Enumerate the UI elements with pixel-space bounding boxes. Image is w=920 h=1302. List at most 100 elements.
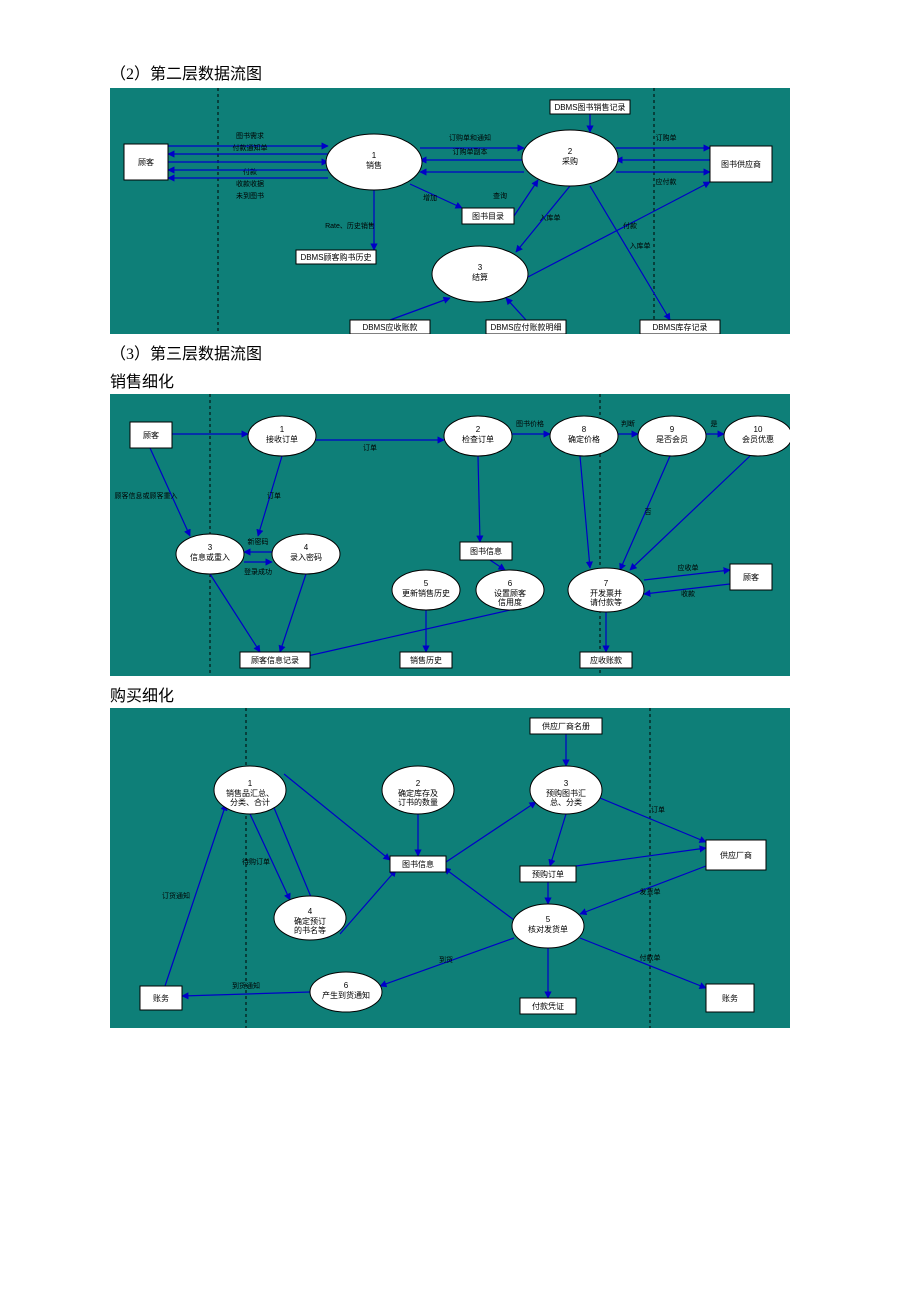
svg-text:设置顾客: 设置顾客 xyxy=(494,588,526,598)
panel-purchase: 订单待购订单发货单付款单到货到货通知订货通知供应厂商名册图书信息预购订单供应厂商… xyxy=(110,708,790,1028)
svg-text:入库单: 入库单 xyxy=(630,241,651,250)
svg-text:接收订单: 接收订单 xyxy=(266,434,298,444)
svg-text:订购单副本: 订购单副本 xyxy=(453,147,488,156)
svg-text:应收单: 应收单 xyxy=(678,563,699,572)
svg-text:销售: 销售 xyxy=(366,160,382,170)
svg-text:付款单: 付款单 xyxy=(640,953,661,962)
svg-text:5: 5 xyxy=(424,579,429,588)
svg-text:DBMS应付账款明细: DBMS应付账款明细 xyxy=(490,322,561,332)
svg-text:1: 1 xyxy=(248,779,253,788)
svg-text:3: 3 xyxy=(478,263,483,272)
svg-text:预购图书汇: 预购图书汇 xyxy=(546,788,586,798)
svg-text:确定预订: 确定预订 xyxy=(294,916,326,926)
svg-text:账务: 账务 xyxy=(153,993,169,1003)
svg-text:账务: 账务 xyxy=(722,993,738,1003)
svg-text:销售品汇总、: 销售品汇总、 xyxy=(226,788,274,798)
svg-text:图书目录: 图书目录 xyxy=(472,211,504,221)
svg-text:应收账款: 应收账款 xyxy=(590,655,622,665)
svg-text:确定价格: 确定价格 xyxy=(568,434,600,444)
subheading-sales: 销售细化 xyxy=(110,368,810,392)
svg-text:会员优惠: 会员优惠 xyxy=(742,434,774,444)
svg-text:2: 2 xyxy=(476,425,481,434)
svg-text:供应厂商: 供应厂商 xyxy=(720,850,752,860)
svg-text:未到图书: 未到图书 xyxy=(236,191,264,200)
svg-text:录入密码: 录入密码 xyxy=(290,552,322,562)
svg-text:3: 3 xyxy=(564,779,569,788)
svg-text:到货通知: 到货通知 xyxy=(232,981,260,990)
svg-text:图书价格: 图书价格 xyxy=(516,419,544,428)
svg-text:结算: 结算 xyxy=(472,272,488,282)
svg-text:顾客信息或顾客重入: 顾客信息或顾客重入 xyxy=(115,491,178,500)
svg-text:判断: 判断 xyxy=(621,419,635,428)
svg-text:预购订单: 预购订单 xyxy=(532,869,564,879)
svg-text:是否会员: 是否会员 xyxy=(656,434,688,444)
svg-text:4: 4 xyxy=(308,907,313,916)
svg-text:信息或重入: 信息或重入 xyxy=(190,552,230,562)
svg-text:DBMS库存记录: DBMS库存记录 xyxy=(652,322,707,332)
svg-text:7: 7 xyxy=(604,579,609,588)
svg-text:收款收据: 收款收据 xyxy=(236,179,264,188)
svg-text:产生到货通知: 产生到货通知 xyxy=(322,990,370,1000)
svg-text:采购: 采购 xyxy=(562,156,578,166)
svg-text:检查订单: 检查订单 xyxy=(462,434,494,444)
svg-text:总、分类: 总、分类 xyxy=(550,797,582,807)
svg-text:应付款: 应付款 xyxy=(656,177,677,186)
svg-text:订书的数量: 订书的数量 xyxy=(398,797,438,807)
svg-text:DBMS应收账款: DBMS应收账款 xyxy=(362,322,417,332)
svg-text:4: 4 xyxy=(304,543,309,552)
svg-text:供应厂商名册: 供应厂商名册 xyxy=(542,721,590,731)
svg-text:10: 10 xyxy=(754,425,763,434)
svg-text:DBMS图书销售记录: DBMS图书销售记录 xyxy=(554,102,625,112)
svg-text:是: 是 xyxy=(711,420,718,428)
svg-text:请付款等: 请付款等 xyxy=(590,597,622,607)
svg-text:分类、合计: 分类、合计 xyxy=(230,797,270,807)
svg-text:顾客: 顾客 xyxy=(138,157,154,167)
svg-text:否: 否 xyxy=(645,508,652,516)
svg-text:图书供应商: 图书供应商 xyxy=(721,159,761,169)
svg-text:订货通知: 订货通知 xyxy=(162,891,190,900)
svg-text:新密码: 新密码 xyxy=(248,537,269,546)
panel-sales: 订单图书价格判断是顾客信息或顾客重入订单新密码登录成功否应收单收款顾客顾客图书信… xyxy=(110,394,790,676)
subheading-purchase: 购买细化 xyxy=(110,682,810,706)
svg-text:6: 6 xyxy=(508,579,513,588)
svg-text:2: 2 xyxy=(568,147,573,156)
svg-text:Rate、历史销售: Rate、历史销售 xyxy=(325,221,375,230)
svg-text:确定库存及: 确定库存及 xyxy=(398,788,438,798)
svg-text:2: 2 xyxy=(416,779,421,788)
svg-text:发货单: 发货单 xyxy=(640,887,661,896)
panel-level2: 图书需求付款通知单付款收款收据未到图书订购单和通知订购单副本增加查询订购单应付款… xyxy=(110,88,790,334)
svg-text:DBMS顾客购书历史: DBMS顾客购书历史 xyxy=(300,252,371,262)
svg-text:顾客: 顾客 xyxy=(143,430,159,440)
svg-text:订单: 订单 xyxy=(267,491,281,500)
svg-text:订单: 订单 xyxy=(651,805,665,814)
svg-text:入库单: 入库单 xyxy=(540,213,561,222)
svg-text:顾客: 顾客 xyxy=(743,572,759,582)
svg-text:信用度: 信用度 xyxy=(498,597,522,607)
svg-text:查询: 查询 xyxy=(493,191,507,200)
svg-text:待购订单: 待购订单 xyxy=(242,857,270,866)
svg-text:销售历史: 销售历史 xyxy=(410,655,442,665)
svg-text:开发票并: 开发票并 xyxy=(590,588,622,598)
svg-text:图书需求: 图书需求 xyxy=(236,131,264,140)
svg-text:1: 1 xyxy=(280,425,285,434)
svg-text:6: 6 xyxy=(344,981,349,990)
svg-text:付款凭证: 付款凭证 xyxy=(532,1001,564,1011)
svg-text:登录成功: 登录成功 xyxy=(244,567,272,576)
svg-text:付款通知单: 付款通知单 xyxy=(233,143,268,152)
svg-text:更新销售历史: 更新销售历史 xyxy=(402,588,450,598)
svg-text:收款: 收款 xyxy=(681,589,695,598)
heading-2: （2）第二层数据流图 xyxy=(110,60,810,84)
svg-text:1: 1 xyxy=(372,151,377,160)
svg-text:订单: 订单 xyxy=(363,443,377,452)
svg-text:图书信息: 图书信息 xyxy=(470,546,502,556)
svg-text:到货: 到货 xyxy=(439,955,453,964)
svg-text:核对发货单: 核对发货单 xyxy=(528,924,568,934)
svg-text:8: 8 xyxy=(582,425,587,434)
svg-text:顾客信息记录: 顾客信息记录 xyxy=(251,655,299,665)
svg-text:付款: 付款 xyxy=(243,167,257,176)
svg-text:的书名等: 的书名等 xyxy=(294,925,326,935)
svg-text:订购单和通知: 订购单和通知 xyxy=(449,133,491,142)
svg-text:订购单: 订购单 xyxy=(656,133,677,142)
svg-text:付款: 付款 xyxy=(623,221,637,230)
svg-text:增加: 增加 xyxy=(423,193,437,202)
